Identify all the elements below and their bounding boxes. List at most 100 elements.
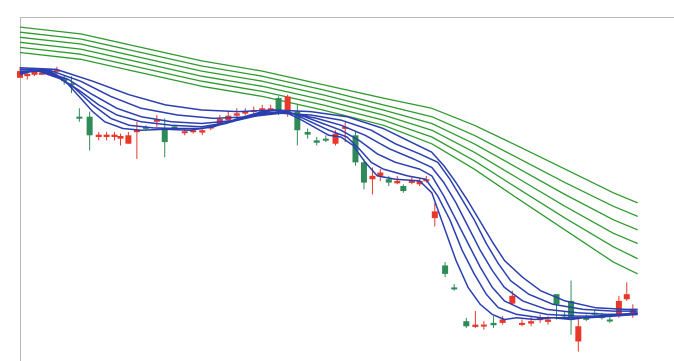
candle-body: [472, 324, 479, 327]
candle-body: [583, 317, 590, 320]
candle-body: [385, 179, 392, 183]
candle-body: [360, 162, 367, 183]
candle-body: [629, 309, 636, 315]
candle-body: [463, 321, 470, 327]
candle-51: [442, 262, 449, 278]
candle-41: [360, 158, 367, 190]
candle-66: [575, 317, 582, 352]
candle-57: [499, 316, 506, 325]
candle-body: [133, 130, 140, 133]
candle-body: [31, 71, 38, 75]
candle-body: [545, 319, 552, 322]
candle-body: [394, 180, 401, 184]
candle-body: [509, 295, 516, 304]
short-moving-averages: [19, 66, 638, 321]
candle-43: [377, 169, 384, 181]
candle-body: [623, 294, 630, 300]
candle-body: [125, 135, 132, 144]
candle-body: [490, 322, 497, 326]
candle-body: [76, 116, 83, 119]
candle-59: [519, 319, 526, 327]
short-ma-line-4: [20, 70, 638, 316]
candle-14: [117, 133, 124, 146]
candle-body: [284, 96, 291, 114]
long-ma-line-3: [19, 36, 638, 231]
candle-body: [24, 73, 31, 77]
candle-body: [528, 321, 535, 324]
candle-body: [199, 130, 206, 133]
candle-body: [304, 131, 311, 135]
candle-body: [431, 211, 438, 219]
candle-body: [181, 131, 188, 134]
candle-body: [313, 140, 320, 143]
candle-body: [400, 186, 407, 192]
long-moving-averages: [19, 26, 638, 275]
candle-body: [294, 111, 301, 131]
candle-54: [472, 311, 479, 328]
candle-body: [38, 72, 45, 75]
candle-body: [442, 265, 449, 274]
candle-body: [153, 119, 160, 122]
short-ma-line-5: [19, 68, 638, 312]
candle-body: [416, 180, 423, 185]
candle-body: [377, 172, 384, 176]
candle-46: [400, 184, 407, 193]
long-ma-line-1: [19, 26, 638, 204]
candle-body: [553, 294, 560, 305]
candle-55: [480, 321, 487, 330]
candle-body: [86, 116, 93, 136]
candle-body: [369, 175, 376, 180]
candle-body: [242, 111, 249, 114]
candle-body: [233, 113, 240, 116]
candle-37: [322, 135, 329, 143]
candle-body: [332, 133, 339, 144]
candle-body: [68, 83, 75, 86]
candle-body: [103, 134, 110, 137]
candle-body: [606, 319, 613, 322]
long-ma-line-6: [19, 51, 638, 275]
candle-body: [408, 180, 415, 183]
candle-52: [451, 284, 458, 291]
candle-body: [322, 138, 329, 141]
candle-13: [111, 131, 118, 141]
candle-36: [313, 136, 320, 146]
candle-70: [606, 316, 613, 323]
candle-10: [86, 111, 93, 151]
candle-body: [480, 324, 487, 327]
candle-body: [171, 126, 178, 129]
candle-body: [568, 300, 575, 318]
candle-body: [53, 69, 60, 72]
candle-body: [61, 77, 68, 82]
candle-body: [451, 287, 458, 290]
candle-body: [342, 126, 349, 129]
candle-72: [623, 282, 630, 301]
candle-53: [463, 317, 470, 328]
candle-60: [528, 316, 535, 327]
candle-16: [133, 121, 140, 159]
candle-63: [553, 294, 560, 320]
candle-35: [304, 128, 311, 139]
candle-body: [519, 322, 526, 325]
candle-body: [190, 130, 197, 133]
short-ma-line-3: [19, 70, 638, 317]
candle-12: [103, 131, 110, 141]
candle-45: [394, 175, 401, 185]
candle-body: [259, 108, 266, 111]
candle-body: [142, 126, 149, 129]
candles: [17, 66, 636, 352]
candle-9: [76, 108, 83, 122]
candle-42: [369, 167, 376, 195]
short-ma-line-1: [19, 68, 638, 321]
candle-body: [117, 135, 124, 139]
candle-body: [499, 319, 506, 323]
candle-18: [153, 115, 160, 127]
candle-11: [95, 131, 102, 141]
candle-15: [125, 131, 132, 144]
long-ma-line-4: [19, 41, 638, 245]
candle-body: [575, 326, 582, 342]
short-ma-line-6: [19, 66, 638, 311]
long-ma-line-2: [19, 31, 638, 218]
candle-body: [161, 128, 168, 143]
